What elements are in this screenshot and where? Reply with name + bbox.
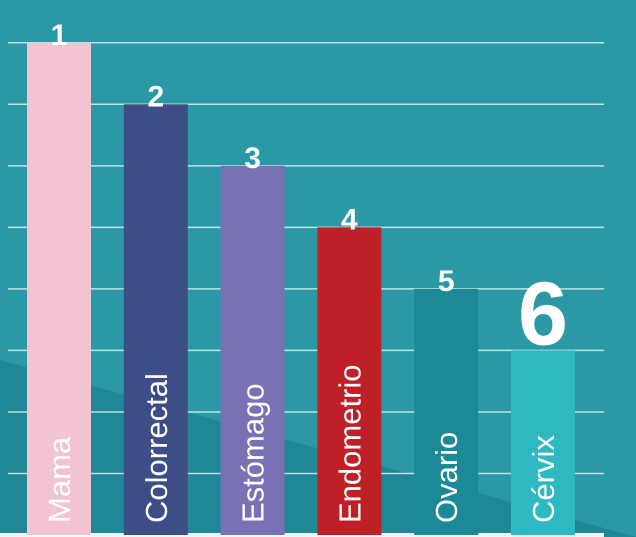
rank-label: 6 [518, 264, 568, 364]
bar-ovario [414, 288, 479, 535]
bars [27, 42, 575, 535]
category-label: Colorrectal [139, 373, 174, 523]
category-label: Ovario [429, 432, 464, 523]
category-label: Estómago [236, 383, 271, 523]
rank-label: 3 [244, 142, 261, 175]
rank-label: 2 [147, 80, 164, 113]
category-label: Cérvix [526, 435, 561, 523]
rank-label: 1 [51, 19, 68, 52]
bar-colorrectal [123, 104, 188, 535]
gridlines [0, 42, 604, 537]
category-label: Endometrio [332, 364, 367, 523]
bar-mama [27, 42, 91, 535]
bar-estómago [220, 165, 285, 535]
bar-endometrio [317, 227, 382, 535]
rank-label: 4 [341, 203, 358, 236]
category-label: Mama [42, 436, 77, 523]
bar-cérvix [511, 350, 575, 535]
rank-label: 5 [438, 265, 455, 298]
bar-labels: 1 Mama 2 Colorrectal 3 Estómago 4 Endometrio 5 Ov… [42, 19, 568, 523]
